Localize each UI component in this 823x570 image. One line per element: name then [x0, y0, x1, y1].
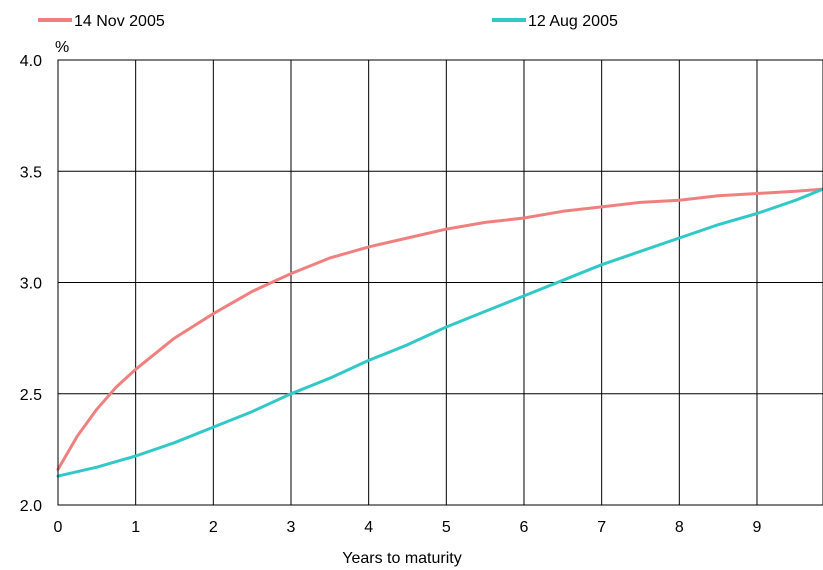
x-tick-label: 0	[54, 519, 63, 536]
x-tick-label: 7	[597, 519, 606, 536]
legend-label-14-nov-2005: 14 Nov 2005	[74, 13, 165, 30]
y-tick-label: 4.0	[20, 53, 42, 70]
x-axis-label: Years to maturity	[342, 550, 461, 567]
y-tick-label: 2.5	[20, 387, 42, 404]
x-tick-label: 4	[364, 519, 373, 536]
x-tick-label: 5	[442, 519, 451, 536]
y-tick-label: 2.0	[20, 498, 42, 515]
y-axis-unit-label: %	[55, 39, 69, 56]
legend-item-14-nov-2005: 14 Nov 2005	[38, 13, 165, 30]
x-tick-label: 9	[753, 519, 762, 536]
gridlines	[58, 60, 823, 505]
y-tick-label: 3.0	[20, 276, 42, 293]
series-line-0	[56, 187, 823, 471]
legend: 14 Nov 2005 12 Aug 2005	[38, 13, 618, 30]
x-tick-label: 3	[287, 519, 296, 536]
legend-label-12-aug-2005: 12 Aug 2005	[528, 13, 618, 30]
x-tick-label: 1	[131, 519, 140, 536]
y-tick-label: 3.5	[20, 164, 42, 181]
x-tick-label: 2	[209, 519, 218, 536]
y-tick-labels: 2.0 2.5 3.0 3.5 4.0	[20, 53, 42, 515]
legend-item-12-aug-2005: 12 Aug 2005	[492, 13, 618, 30]
series-lines	[56, 187, 823, 478]
plot-frame	[57, 59, 823, 506]
x-tick-labels: 0 1 2 3 4 5 6 7 8 9	[54, 519, 762, 536]
x-tick-label: 6	[520, 519, 529, 536]
series-line-1	[56, 187, 823, 478]
x-tick-label: 8	[675, 519, 684, 536]
